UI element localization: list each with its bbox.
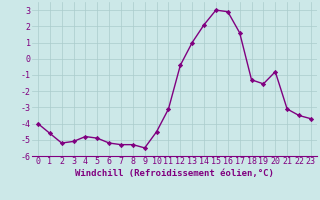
X-axis label: Windchill (Refroidissement éolien,°C): Windchill (Refroidissement éolien,°C) [75,169,274,178]
